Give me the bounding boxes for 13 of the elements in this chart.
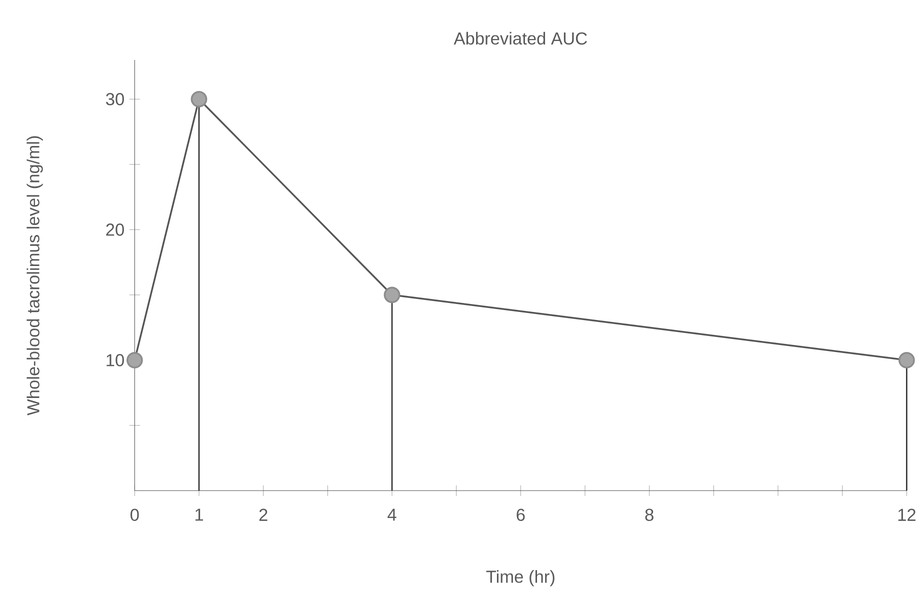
y-tick-label: 20: [106, 224, 124, 236]
y-tick-label: 30: [106, 93, 124, 106]
x-tick-label: 12: [898, 508, 916, 521]
x-tick-label: 0: [130, 508, 139, 521]
x-axis-title: Time (hr): [486, 570, 554, 586]
x-tick-label: 6: [516, 508, 525, 521]
y-axis-title: Whole-blood tacrolimus level (ng/ml): [26, 136, 43, 416]
chart-title: Abbreviated AUC: [454, 32, 587, 45]
x-tick-label: 8: [645, 508, 654, 521]
y-tick-label: 10: [106, 354, 124, 366]
x-tick-label: 1: [196, 508, 203, 521]
x-tick-label: 4: [388, 508, 396, 521]
x-tick-label: 2: [259, 508, 268, 521]
